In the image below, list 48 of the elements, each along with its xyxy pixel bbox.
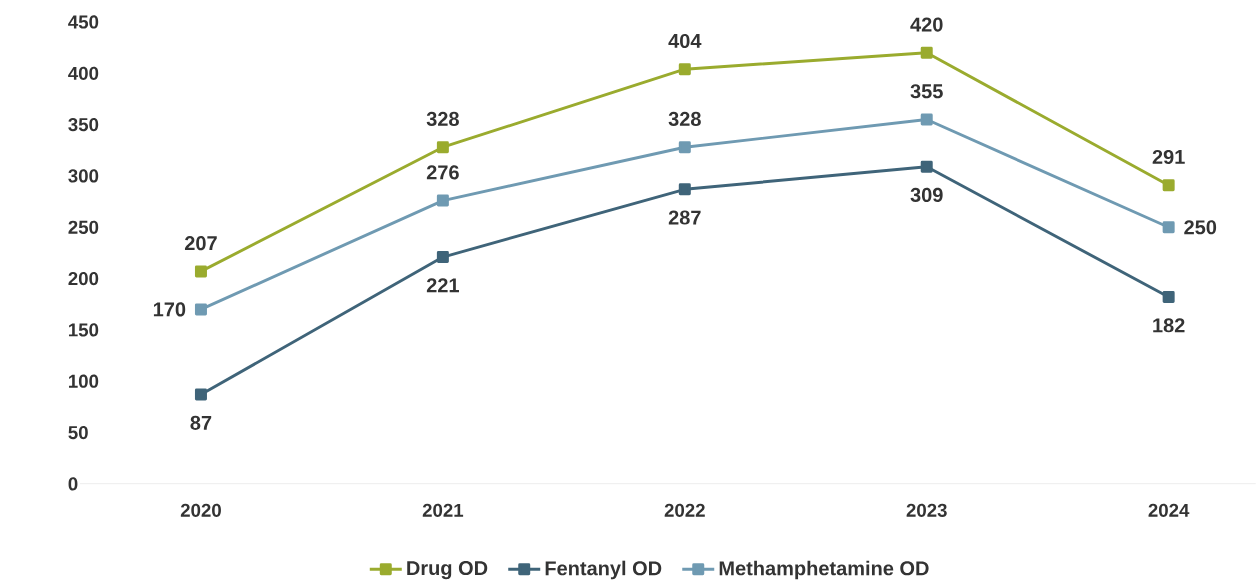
data-label: 87 [190,415,212,430]
data-label: 328 [426,111,459,127]
y-tick-label: 50 [68,426,88,440]
y-tick-label: 150 [68,323,99,337]
data-label: 404 [668,33,702,49]
y-tick-label: 300 [68,169,99,183]
point [1162,221,1175,234]
y-tick-label: 100 [68,374,99,388]
data-label: 276 [426,165,459,180]
y-tick-label: 250 [68,220,99,234]
point [436,251,449,264]
data-label: 207 [184,236,217,251]
x-tick-label: 2020 [180,503,221,517]
point [678,63,691,76]
point [678,183,691,196]
legend-label: Drug OD [407,561,488,580]
y-tick-label: 200 [68,272,99,286]
x-tick-label: 2024 [1148,503,1190,517]
data-label: 355 [910,84,943,99]
point [920,46,933,59]
point [436,194,449,207]
point [920,160,933,173]
data-label: 287 [668,210,701,225]
y-tick-label: 350 [68,118,99,132]
y-tick-label: 400 [68,66,99,80]
point [194,265,207,278]
legend-label: Fentanyl OD [545,560,662,580]
x-tick-label: 2022 [664,503,705,517]
point [436,141,449,154]
point [1162,179,1175,192]
point [194,303,207,316]
point [194,388,207,401]
x-tick-label: 2023 [906,503,947,517]
point [1162,291,1175,304]
y-tick-label: 0 [68,477,78,491]
data-label: 182 [1153,318,1185,333]
data-label: 221 [426,278,459,293]
x-tick-label: 2021 [422,503,464,517]
data-label: 291 [1152,149,1185,165]
data-label: 250 [1184,220,1217,235]
point [920,113,933,126]
y-tick-label: 450 [68,15,99,29]
data-label: 420 [910,17,943,32]
data-label: 328 [668,111,701,127]
legend-label: Methamphetamine OD [719,560,929,580]
point [678,141,691,154]
data-label: 309 [910,187,943,203]
data-label: 170 [153,302,186,317]
